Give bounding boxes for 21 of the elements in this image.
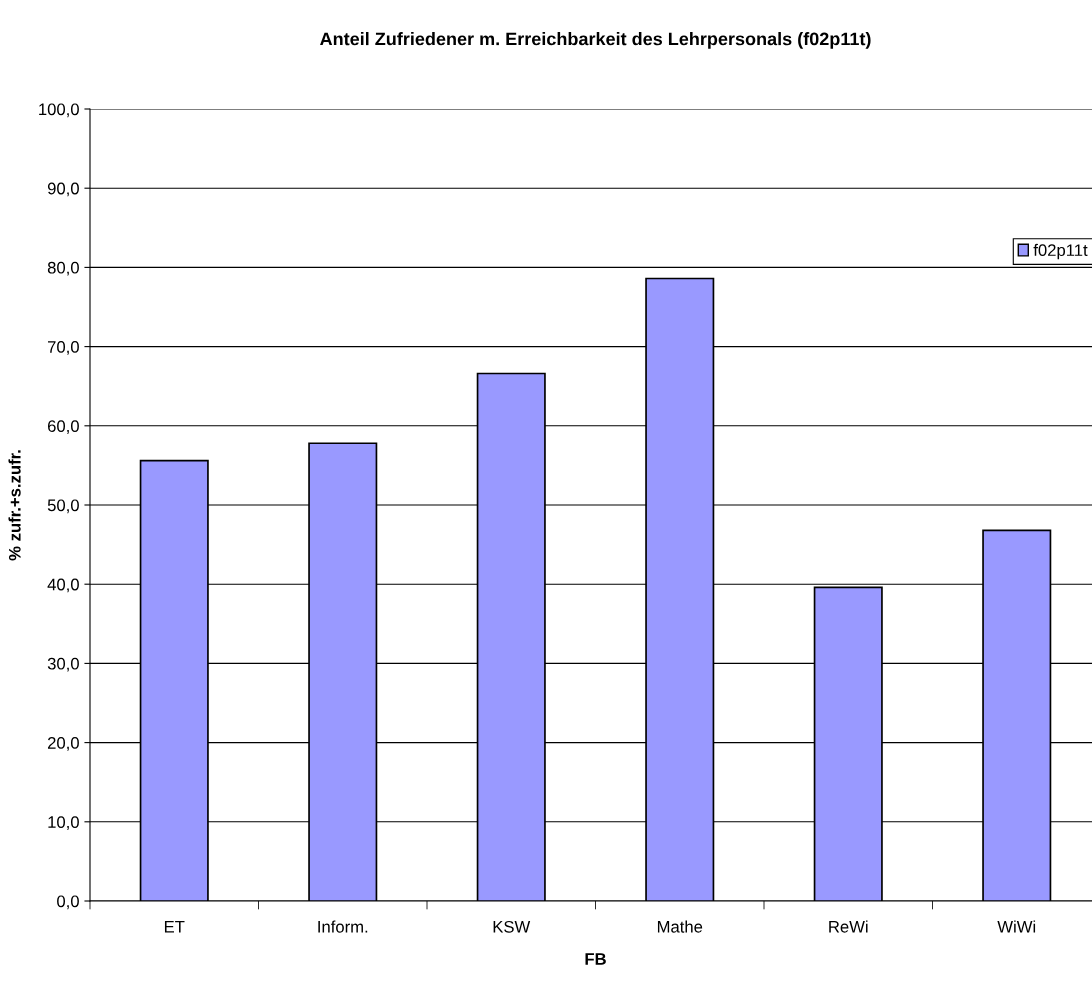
x-tick-label: ReWi: [829, 920, 868, 933]
y-tick-label: 0,0: [57, 895, 79, 910]
x-tick-label: Inform.: [318, 920, 368, 933]
y-tick-label: 80,0: [47, 261, 79, 276]
y-tick-label: 60,0: [47, 420, 79, 434]
y-axis-title: % zufr.+s.zufr.: [8, 450, 21, 561]
y-tick-label: 40,0: [47, 578, 79, 593]
x-tick-label: WiWi: [997, 920, 1036, 933]
y-tick-label: 30,0: [47, 657, 79, 672]
y-tick-label: 100,0: [39, 103, 79, 118]
x-tick-label: KSW: [493, 920, 531, 933]
x-axis-title: FB: [585, 953, 606, 965]
y-tick-label: 20,0: [47, 737, 79, 751]
y-tick-label: 90,0: [47, 182, 79, 197]
legend-label: f02p11t: [1033, 243, 1088, 260]
y-tick-label: 70,0: [48, 341, 79, 355]
y-tick-label: 10,0: [48, 816, 79, 830]
y-tick-label: 50,0: [47, 499, 79, 514]
x-tick-label: Mathe: [657, 920, 703, 933]
x-tick-label: ET: [164, 921, 185, 933]
chart-title: Anteil Zufriedener m. Erreichbarkeit des Lehrpersonals (f02p11t): [320, 32, 871, 49]
